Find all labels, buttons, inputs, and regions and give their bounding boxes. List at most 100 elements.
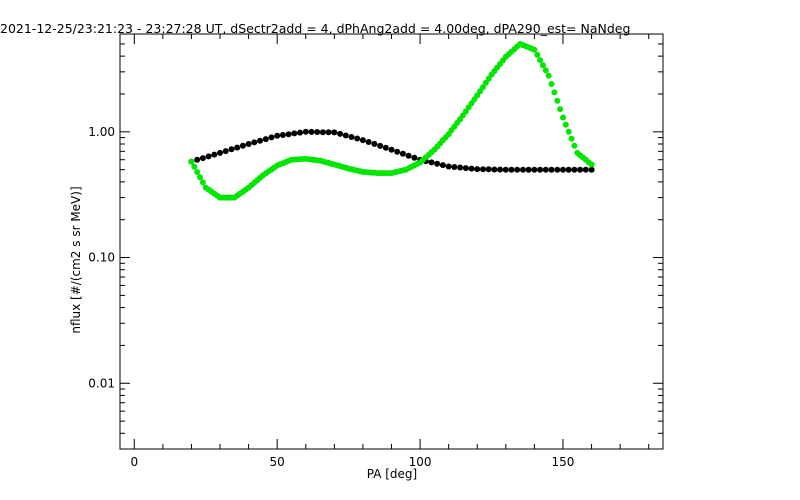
data-point bbox=[548, 81, 555, 87]
data-point bbox=[557, 106, 564, 113]
plot-frame bbox=[119, 33, 664, 450]
data-point bbox=[520, 166, 526, 173]
data-point bbox=[531, 46, 538, 53]
data-point bbox=[199, 179, 206, 186]
data-point bbox=[468, 165, 475, 172]
data-point bbox=[540, 62, 546, 69]
data-point bbox=[245, 141, 252, 147]
data-point bbox=[314, 129, 321, 135]
series-1 bbox=[188, 128, 595, 173]
data-point bbox=[388, 146, 395, 153]
x-axis-label: PA [deg] bbox=[367, 467, 417, 481]
data-point bbox=[531, 166, 538, 173]
data-point bbox=[502, 166, 509, 173]
data-point bbox=[451, 164, 458, 170]
data-point bbox=[234, 144, 241, 151]
data-point bbox=[411, 154, 418, 161]
data-point bbox=[554, 97, 561, 104]
data-point bbox=[382, 144, 389, 151]
data-point bbox=[365, 139, 372, 145]
data-point bbox=[462, 165, 469, 172]
data-point bbox=[194, 156, 201, 163]
x-tick-label: 150 bbox=[552, 455, 575, 469]
x-tick-label: 0 bbox=[130, 455, 138, 469]
data-point bbox=[560, 166, 566, 173]
data-point bbox=[542, 166, 549, 173]
data-point bbox=[197, 174, 203, 181]
data-point bbox=[199, 155, 206, 162]
data-point bbox=[588, 161, 595, 168]
series-layer bbox=[188, 41, 595, 201]
data-point bbox=[508, 166, 515, 173]
data-point bbox=[371, 140, 378, 147]
data-point bbox=[319, 129, 326, 136]
data-point bbox=[217, 149, 223, 156]
data-point bbox=[399, 150, 406, 157]
data-point bbox=[582, 166, 589, 173]
data-point bbox=[577, 166, 584, 173]
data-point bbox=[222, 148, 229, 155]
data-point bbox=[480, 166, 486, 173]
data-point bbox=[348, 134, 355, 140]
data-point bbox=[534, 51, 541, 58]
data-point bbox=[377, 142, 384, 149]
data-point bbox=[205, 153, 212, 160]
data-point bbox=[325, 129, 332, 136]
data-point bbox=[274, 132, 281, 139]
data-point bbox=[474, 92, 481, 99]
data-point bbox=[514, 166, 521, 173]
data-point bbox=[268, 134, 275, 141]
data-point bbox=[537, 166, 544, 173]
chart-title: 2021-12-25/23:21:23 - 23:27:28 UT, dSect… bbox=[0, 21, 631, 36]
data-point bbox=[571, 166, 578, 173]
data-point bbox=[308, 128, 315, 135]
data-point bbox=[551, 89, 558, 96]
data-point bbox=[337, 130, 344, 137]
data-point bbox=[537, 57, 544, 64]
data-point bbox=[354, 135, 361, 142]
data-point bbox=[571, 142, 578, 149]
data-point bbox=[405, 152, 412, 159]
data-point bbox=[542, 67, 549, 74]
data-point bbox=[474, 166, 481, 173]
data-point bbox=[434, 160, 441, 167]
data-point bbox=[560, 114, 566, 121]
data-point bbox=[445, 163, 452, 170]
data-point bbox=[302, 128, 309, 135]
data-point bbox=[497, 166, 504, 173]
data-point bbox=[394, 148, 401, 155]
series-2 bbox=[188, 41, 595, 201]
data-point bbox=[285, 131, 292, 138]
data-point bbox=[251, 139, 258, 146]
data-point bbox=[565, 128, 572, 135]
y-tick-label: 0.01 bbox=[88, 376, 115, 390]
data-point bbox=[565, 166, 572, 173]
data-point bbox=[188, 158, 195, 165]
data-point bbox=[257, 137, 263, 144]
data-point bbox=[545, 72, 552, 79]
x-tick-label: 100 bbox=[409, 455, 432, 469]
data-point bbox=[211, 151, 218, 158]
data-point bbox=[562, 121, 569, 128]
y-tick-label: 1.00 bbox=[88, 125, 115, 139]
data-point bbox=[297, 129, 303, 136]
x-tick-label: 50 bbox=[270, 455, 285, 469]
data-point bbox=[291, 130, 298, 137]
data-point bbox=[485, 166, 492, 173]
data-point bbox=[525, 166, 532, 173]
data-point bbox=[457, 164, 464, 171]
data-point bbox=[568, 135, 575, 142]
data-point bbox=[554, 166, 561, 173]
data-point bbox=[359, 137, 366, 144]
data-point bbox=[331, 129, 338, 136]
data-point bbox=[279, 132, 286, 138]
data-point bbox=[439, 162, 446, 169]
data-point bbox=[548, 166, 555, 173]
plot-axes: 0 50 100 150 0.01 0.10 1.00 bbox=[88, 33, 664, 469]
data-point bbox=[588, 166, 595, 173]
y-tick-label: 0.10 bbox=[88, 251, 115, 265]
data-point bbox=[262, 136, 269, 143]
data-point bbox=[342, 132, 349, 139]
data-point bbox=[428, 159, 435, 166]
